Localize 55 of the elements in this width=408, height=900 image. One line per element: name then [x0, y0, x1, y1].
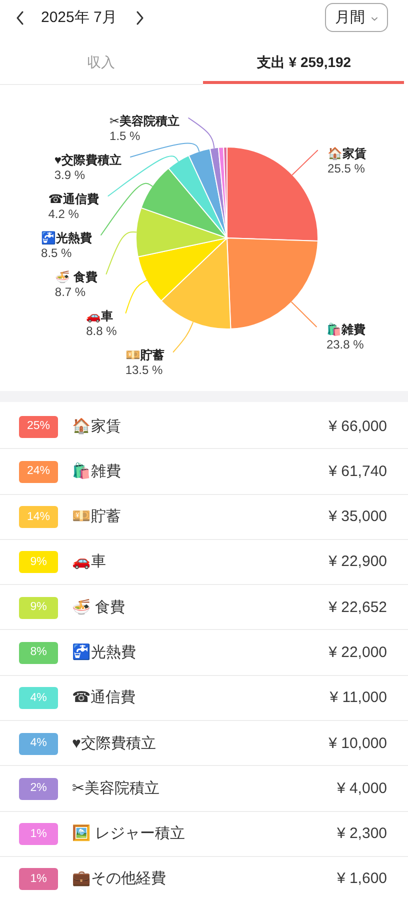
text: ¥ 10,000 [328, 734, 387, 752]
text: 8% [30, 645, 47, 660]
text: ¥ 2,300 [336, 825, 387, 842]
slice-label: 🍜 食費 [54, 270, 98, 284]
text: 4% [30, 690, 47, 706]
slice-label: 💴貯蓄 [125, 348, 164, 362]
chart-title: 2025年 7月 [41, 8, 117, 28]
text: 9% [30, 600, 47, 616]
category-label: 🖼 レジャー積立 [72, 824, 186, 844]
text: 25% [26, 419, 50, 434]
category-label: ✂美容院積立 [72, 778, 160, 799]
slice-label: 🛍雑費 [326, 322, 366, 337]
category-label: 💼その他経費 [72, 869, 166, 890]
slice-label: ☎通信費 [48, 192, 100, 206]
data-label: 1.5 % [110, 129, 141, 143]
slice-label: 🚰光熱費 [41, 231, 92, 245]
category-label: ♥交際費積立 [72, 734, 156, 754]
slice-label: 🚗車 [86, 309, 114, 323]
category-label: ☎通信費 [72, 688, 136, 708]
text: 14% [26, 510, 50, 525]
data-label: 25.5 % [328, 161, 366, 176]
data-label: 8.8 % [86, 324, 118, 338]
category-label: 🍜 食費 [72, 598, 126, 618]
text: ¥ 22,000 [328, 644, 387, 661]
category-label: 💴貯蓄 [72, 507, 121, 528]
text: ¥ 35,000 [328, 508, 387, 526]
text: ¥ 61,740 [328, 462, 387, 480]
slice-label: ✂美容院積立 [110, 114, 180, 128]
text: 1% [30, 826, 47, 842]
text: ¥ 11,000 [330, 689, 387, 706]
text: 1% [30, 872, 47, 887]
category-label: 🚗車 [72, 552, 106, 572]
category-label: 🛍雑費 [72, 462, 121, 482]
category-label: 🚰光熱費 [72, 642, 136, 663]
slice-label: ♥交際費積立 [54, 153, 122, 167]
text: 4% [30, 736, 47, 752]
category-label: 🏠家賃 [72, 416, 121, 436]
text: 収入 [87, 53, 115, 71]
data-label: 23.8 % [326, 338, 364, 352]
data-label: 8.5 % [41, 246, 72, 260]
text: 月間 [335, 8, 365, 27]
data-label: 4.2 % [48, 207, 80, 221]
data-label: 8.7 % [54, 285, 86, 299]
data-label: 13.5 % [125, 363, 164, 377]
text: ¥ 66,000 [328, 418, 387, 434]
chart-subtitle: 支出 ¥ 259,192 [256, 53, 352, 71]
text: 24% [26, 464, 50, 480]
text: 9% [30, 554, 47, 570]
text: ¥ 1,600 [336, 870, 387, 888]
slice-label: 🏠家賃 [328, 146, 367, 160]
text: ¥ 4,000 [336, 780, 387, 797]
text: 2% [30, 781, 47, 796]
text: ¥ 22,900 [328, 553, 387, 570]
text: ¥ 22,652 [328, 598, 387, 616]
data-label: 3.9 % [54, 168, 86, 182]
